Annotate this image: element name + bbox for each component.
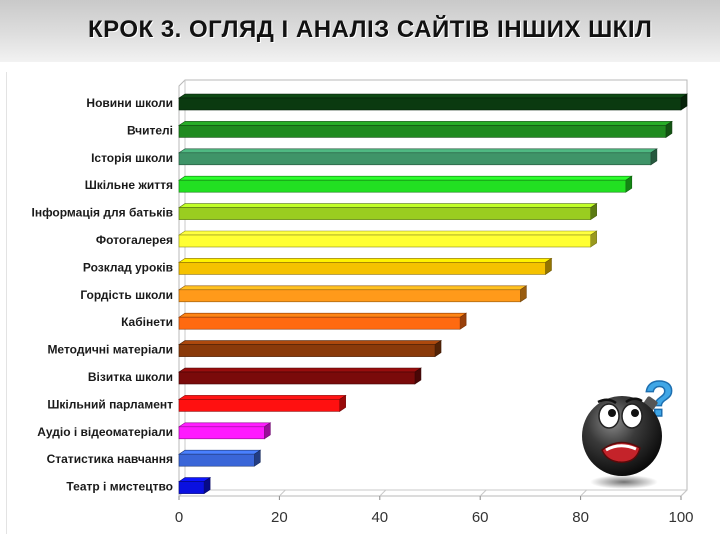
bar — [178, 340, 443, 358]
category-label: Статистика навчання — [47, 452, 173, 466]
bar — [178, 257, 553, 275]
bar-chart: 0 20 40 60 80 100 Новини школи Вчителі Історія ш… — [32, 79, 694, 526]
bar — [178, 367, 422, 385]
category-label: Вчителі — [127, 123, 173, 137]
x-tick-label: 20 — [271, 509, 288, 526]
category-label: Візитка школи — [88, 370, 173, 384]
category-label: Шкільний парламент — [47, 397, 173, 411]
bar — [178, 175, 633, 193]
page-title: КРОК 3. ОГЛЯД І АНАЛІЗ САЙТІВ ІНШИХ ШКІЛ — [88, 16, 653, 43]
x-tick-label: 100 — [668, 509, 693, 526]
bar — [178, 422, 272, 440]
bar — [178, 394, 347, 412]
x-tick-label: 80 — [572, 509, 589, 526]
bar — [178, 477, 212, 495]
x-tick-label: 0 — [175, 509, 183, 526]
category-label: Кабінети — [121, 315, 173, 329]
category-label: Аудіо і відеоматеріали — [37, 425, 173, 439]
category-label: Гордість школи — [80, 288, 173, 302]
category-label: Розклад уроків — [83, 260, 173, 274]
category-label: Театр і мистецтво — [66, 480, 173, 494]
category-label: Новини школи — [86, 96, 173, 110]
title-band: КРОК 3. ОГЛЯД І АНАЛІЗ САЙТІВ ІНШИХ ШКІЛ — [0, 0, 720, 62]
category-label: Історія школи — [91, 151, 173, 165]
bar — [178, 312, 468, 330]
category-label: Інформація для батьків — [32, 206, 174, 220]
bar — [178, 93, 688, 111]
category-label: Шкільне життя — [85, 178, 173, 192]
x-tick-label: 40 — [371, 509, 388, 526]
x-tick-label: 60 — [472, 509, 489, 526]
category-label: Методичні матеріали — [47, 343, 173, 357]
bar — [178, 230, 598, 248]
category-label: Фотогалерея — [96, 233, 173, 247]
bar — [178, 449, 262, 467]
bar — [178, 148, 658, 166]
confused-bomb-smiley-icon: ? — [578, 370, 684, 492]
bar — [178, 120, 673, 138]
bar — [178, 203, 598, 221]
bar — [178, 285, 528, 303]
chart-area: 0 20 40 60 80 100 Новини школи Вчителі Історія ш… — [6, 72, 707, 534]
